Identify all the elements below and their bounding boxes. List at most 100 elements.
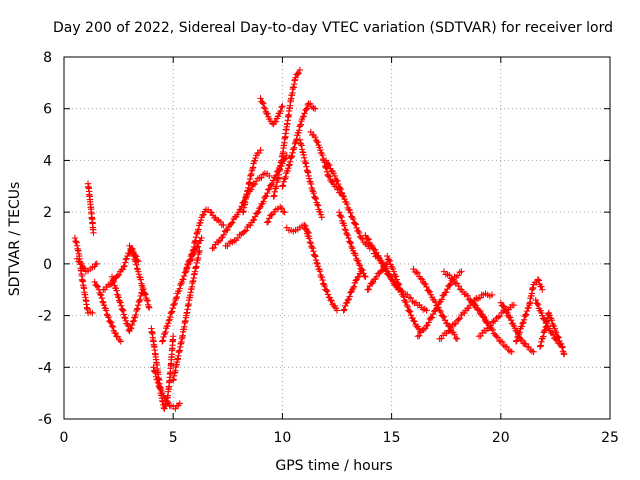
data-point	[344, 231, 352, 239]
data-point	[99, 298, 106, 305]
series-arc-22	[301, 221, 341, 314]
data-point	[260, 104, 268, 111]
data-point	[440, 313, 448, 321]
data-point	[326, 173, 333, 180]
data-point	[386, 257, 393, 265]
data-point	[368, 242, 376, 249]
data-point	[73, 255, 81, 262]
data-point	[510, 302, 518, 309]
data-point	[250, 216, 258, 223]
data-point	[210, 244, 218, 252]
data-point	[319, 152, 326, 159]
data-point	[337, 186, 345, 193]
data-point	[480, 314, 488, 321]
data-point	[266, 185, 273, 193]
data-point	[352, 221, 359, 228]
data-point	[449, 276, 456, 283]
y-tick-label: -6	[38, 412, 52, 428]
data-point	[307, 180, 315, 188]
data-point	[433, 305, 440, 313]
data-point	[352, 277, 359, 284]
data-point	[159, 338, 166, 345]
data-point	[134, 305, 141, 312]
data-point	[425, 287, 432, 295]
data-point	[310, 190, 317, 197]
data-point	[392, 273, 400, 280]
x-tick-label: 0	[60, 430, 69, 446]
data-point	[416, 332, 423, 339]
data-point	[114, 272, 121, 279]
data-point	[170, 333, 177, 340]
data-point	[286, 158, 294, 166]
data-point	[160, 333, 167, 341]
data-point	[151, 368, 158, 375]
data-point	[423, 283, 430, 291]
data-point	[165, 317, 173, 324]
data-point	[266, 215, 273, 222]
data-point	[154, 379, 162, 386]
data-point	[342, 302, 349, 310]
data-point	[157, 384, 164, 392]
data-point	[319, 276, 326, 284]
data-point	[312, 256, 320, 264]
data-point	[325, 160, 332, 168]
data-point	[291, 144, 298, 151]
series-arc-4	[91, 278, 124, 345]
data-point	[290, 145, 297, 153]
data-point	[454, 272, 462, 279]
data-point	[444, 285, 451, 293]
plot-frame	[63, 56, 611, 420]
data-point	[334, 177, 341, 185]
data-point	[171, 299, 178, 307]
data-point	[261, 105, 269, 112]
data-point	[484, 325, 491, 332]
data-point	[292, 74, 299, 81]
series-arc-40	[536, 309, 566, 350]
data-point	[518, 323, 526, 330]
data-point	[269, 180, 276, 188]
data-point	[446, 282, 453, 289]
data-point	[348, 243, 355, 250]
data-point	[279, 102, 286, 110]
series-arc-1	[71, 234, 96, 317]
data-point	[455, 282, 462, 290]
data-point	[464, 292, 471, 299]
data-point	[317, 146, 324, 154]
data-point	[90, 229, 97, 237]
series-arc-11	[170, 247, 203, 384]
series-arc-17	[270, 66, 304, 200]
data-point	[172, 296, 179, 304]
data-point	[145, 304, 153, 312]
data-point	[177, 281, 184, 289]
data-point	[248, 186, 255, 193]
data-point	[302, 106, 310, 113]
data-point	[423, 307, 430, 314]
data-point	[453, 280, 461, 287]
data-point	[507, 316, 515, 324]
data-point	[122, 317, 130, 324]
data-point	[347, 209, 354, 217]
data-point	[390, 268, 397, 275]
data-point	[456, 315, 464, 322]
data-point	[550, 322, 558, 330]
data-point	[314, 263, 322, 270]
data-point	[296, 66, 304, 74]
series-arc-18	[279, 100, 319, 190]
data-point	[220, 221, 227, 229]
data-point	[449, 321, 456, 328]
data-point	[133, 265, 141, 272]
data-point	[277, 107, 284, 115]
data-point	[455, 316, 462, 323]
data-point	[292, 137, 300, 144]
data-point	[184, 261, 191, 268]
data-point	[364, 235, 371, 242]
data-point	[558, 343, 566, 350]
data-point	[281, 208, 288, 216]
data-point	[278, 205, 285, 212]
data-point	[350, 283, 358, 290]
data-point	[294, 70, 301, 78]
data-point	[539, 286, 546, 293]
data-point	[339, 192, 346, 199]
data-point	[452, 320, 459, 327]
data-point	[555, 334, 562, 341]
